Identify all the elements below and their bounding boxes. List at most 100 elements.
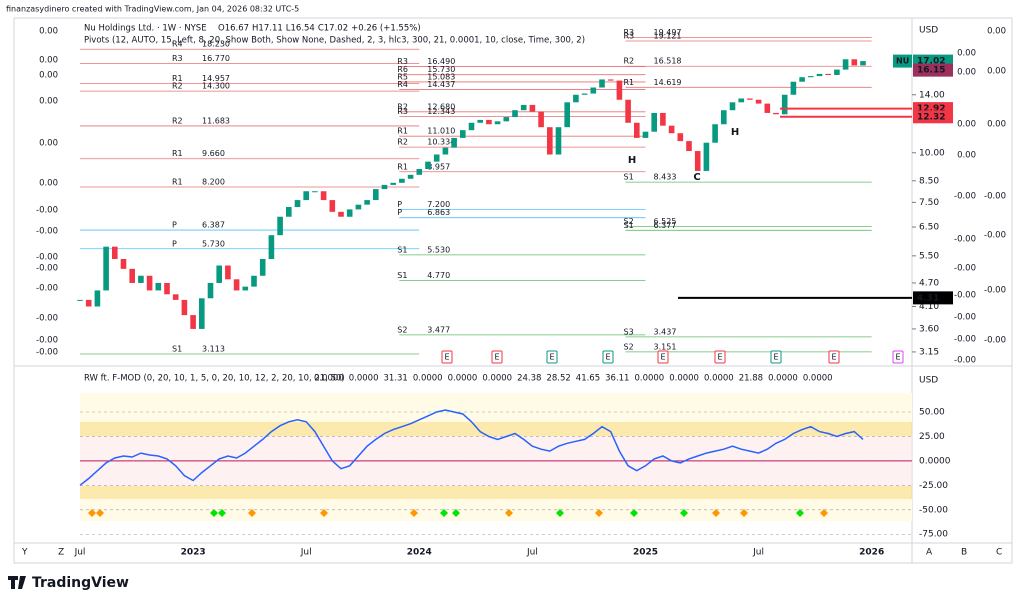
overlay-label: -0.00 [954, 264, 976, 274]
event-label: E [444, 353, 449, 362]
signal-dots [88, 509, 828, 517]
pivot-name: P [172, 221, 177, 230]
y-tick-label: 4.70 [919, 278, 939, 288]
logo-icon [8, 576, 26, 589]
quote: C17.02 [318, 24, 348, 34]
overlay-label: 0.00 [39, 179, 58, 189]
indicator-line [79, 409, 864, 486]
pivot-name: R1 [397, 127, 408, 136]
pivot-name: R1 [172, 149, 183, 158]
overlay-label: -0.00 [984, 192, 1006, 202]
candle [425, 161, 431, 170]
quote: L16.54 [286, 24, 315, 34]
event-marker [602, 350, 614, 364]
candle [851, 59, 858, 66]
pivot-name: S3 [624, 327, 634, 336]
overlay-label: -0.00 [984, 231, 1006, 241]
overlay-label: -0.00 [36, 336, 58, 346]
candle [599, 79, 605, 88]
pivot-value: 11.010 [427, 127, 455, 136]
overlay-label: -0.00 [36, 264, 58, 274]
event-marker [546, 350, 558, 364]
pivot-name: P [172, 239, 177, 248]
candle [129, 268, 135, 283]
candle [416, 169, 423, 175]
overlay-label: 0.00 [957, 49, 976, 59]
candle [407, 174, 414, 179]
candle [172, 294, 179, 300]
legend-value: 0.0000 [413, 374, 443, 384]
event-marker [657, 350, 669, 364]
y-tick-label: -75.00 [919, 530, 948, 540]
candle [842, 59, 849, 70]
candle [747, 98, 753, 100]
brand: TradingView [32, 575, 129, 591]
indicator-title: RW ft. F-MOD (0, 20, 10, 1, 5, 0, 20, 10… [84, 374, 345, 384]
candle [112, 246, 118, 260]
price-tag [913, 291, 953, 305]
pivot-name: R2 [397, 102, 408, 111]
overlay-label: -0.00 [954, 291, 976, 301]
symbol-tag-label: NU [896, 57, 909, 66]
candle [303, 191, 309, 201]
y-tick-label: 0.0000 [919, 456, 951, 466]
x-tick-label: Jul [526, 548, 538, 558]
candle [233, 279, 240, 291]
pivot-value: 15.730 [427, 65, 455, 74]
overlay-label: 0.00 [39, 27, 58, 37]
event-label: E [895, 353, 900, 362]
event-label: E [605, 353, 610, 362]
legend-value: 24.38 [517, 374, 541, 384]
candle [294, 200, 301, 208]
quote: O16.67 [218, 24, 249, 34]
corner-key: Y [21, 548, 28, 558]
pivot-name: R3 [172, 54, 183, 63]
pivot-value: 11.683 [202, 116, 230, 125]
pivot-value: 6.525 [654, 217, 677, 226]
candle [590, 87, 597, 94]
pivot-value: 14.957 [202, 74, 230, 83]
overlay-label: 0.00 [39, 71, 58, 81]
candle [312, 191, 318, 193]
candle [825, 73, 831, 76]
pivot-value: 12.680 [427, 102, 455, 111]
upper-band [80, 422, 912, 436]
pivot-value: 16.490 [427, 57, 455, 66]
quote: +0.26 (+1.55%) [351, 24, 421, 34]
indicator-unit: USD [919, 376, 938, 386]
pivot-name: S1 [624, 221, 634, 230]
candle [477, 119, 483, 123]
symbol-tag [893, 54, 912, 68]
overlay-label: -0.00 [954, 235, 976, 245]
candle [320, 191, 327, 201]
candle [85, 299, 92, 307]
annotation: H [628, 155, 636, 166]
overlay-label: 0.00 [987, 27, 1006, 37]
pivot-name: R3 [624, 28, 635, 37]
pivot-name: S1 [397, 245, 407, 254]
corner-key: A [926, 548, 933, 558]
top-band [80, 393, 912, 422]
event-label: E [660, 353, 665, 362]
candle [686, 141, 692, 152]
legend-value: 0.0000 [314, 374, 344, 384]
candle [190, 315, 196, 329]
pivot-name: R5 [397, 72, 408, 81]
candle [346, 209, 353, 217]
pivot-name: R2 [624, 57, 635, 66]
price-tag-label: 4.31 [917, 293, 939, 303]
pivot-name: R3 [397, 107, 408, 116]
candle [251, 275, 257, 287]
candle [573, 94, 579, 103]
annotation: H [731, 127, 739, 138]
pivot-name: R4 [397, 80, 408, 89]
credit: finanzasydinero created with TradingView… [6, 5, 299, 14]
pivot-value: 7.200 [427, 200, 450, 209]
pivot-name: R3 [397, 57, 408, 66]
candle [712, 124, 718, 143]
price-tag [913, 110, 953, 124]
x-tick-label: 2023 [181, 548, 206, 558]
candle [773, 112, 779, 115]
legend-value: 0.0000 [704, 374, 734, 384]
candle [755, 99, 762, 104]
